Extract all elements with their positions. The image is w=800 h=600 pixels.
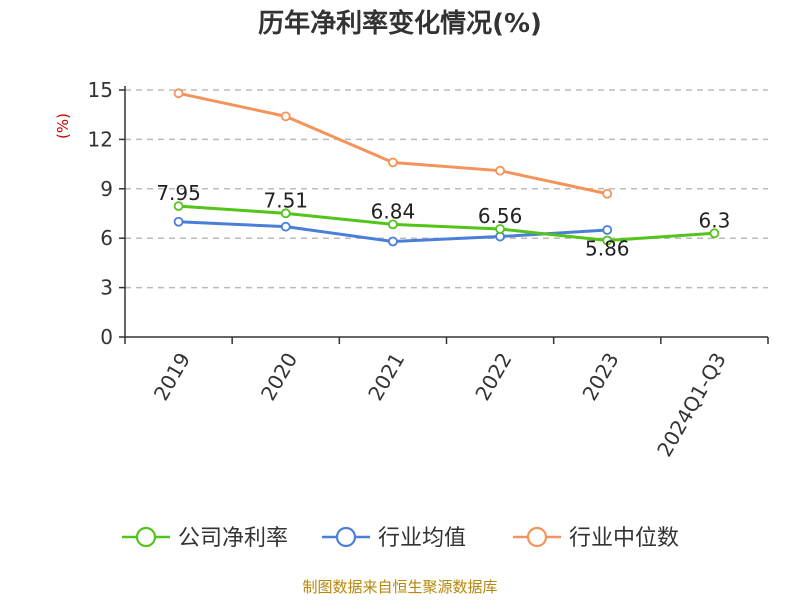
x-tick-label: 2020 <box>256 349 302 405</box>
data-point <box>280 111 291 122</box>
chart-title: 历年净利率变化情况(%) <box>258 8 542 39</box>
y-tick-label: 9 <box>100 177 113 201</box>
y-tick-label: 3 <box>100 276 113 300</box>
data-label: 6.56 <box>478 204 523 228</box>
legend-label: 公司净利率 <box>178 526 288 551</box>
y-axis-label: (%) <box>54 113 72 139</box>
legend-marker <box>135 526 157 548</box>
data-point <box>388 157 398 168</box>
x-tick-label: 2022 <box>470 349 516 405</box>
data-point <box>280 208 291 219</box>
data-point <box>173 216 184 227</box>
legend-label: 行业中位数 <box>569 526 679 551</box>
data-label: 7.51 <box>263 188 308 212</box>
data-point <box>173 88 184 99</box>
source-note: 制图数据来自恒生聚源数据库 <box>302 578 497 596</box>
data-label: 5.86 <box>585 237 630 261</box>
data-point <box>173 201 184 211</box>
data-point <box>495 224 505 234</box>
data-point <box>602 235 613 246</box>
data-label: 6.84 <box>371 199 416 223</box>
y-tick-label: 12 <box>88 127 113 151</box>
x-tick-label: 2019 <box>149 349 195 405</box>
data-point <box>388 219 398 230</box>
data-label: 7.95 <box>156 181 201 205</box>
legend-marker <box>335 526 357 548</box>
y-tick-label: 0 <box>100 325 113 349</box>
legend-item[interactable]: 行业均值 <box>322 526 466 551</box>
data-label: 6.3 <box>699 208 731 232</box>
y-tick-label: 15 <box>88 78 113 102</box>
data-point <box>709 228 720 239</box>
data-point <box>388 236 398 247</box>
x-tick-label: 2024Q1-Q3 <box>652 349 731 461</box>
legend-item[interactable]: 行业中位数 <box>513 526 679 551</box>
y-tick-label: 6 <box>100 226 113 250</box>
legend-label: 行业均值 <box>378 526 466 551</box>
legend-item[interactable]: 公司净利率 <box>122 526 288 551</box>
series-line <box>178 91 608 196</box>
x-tick-label: 2023 <box>577 349 623 405</box>
data-point <box>495 165 505 176</box>
legend-marker <box>526 526 548 548</box>
data-point <box>602 225 613 235</box>
series-line <box>178 204 715 243</box>
data-point <box>602 188 613 199</box>
data-point <box>280 221 291 232</box>
x-tick-label: 2021 <box>363 349 409 405</box>
